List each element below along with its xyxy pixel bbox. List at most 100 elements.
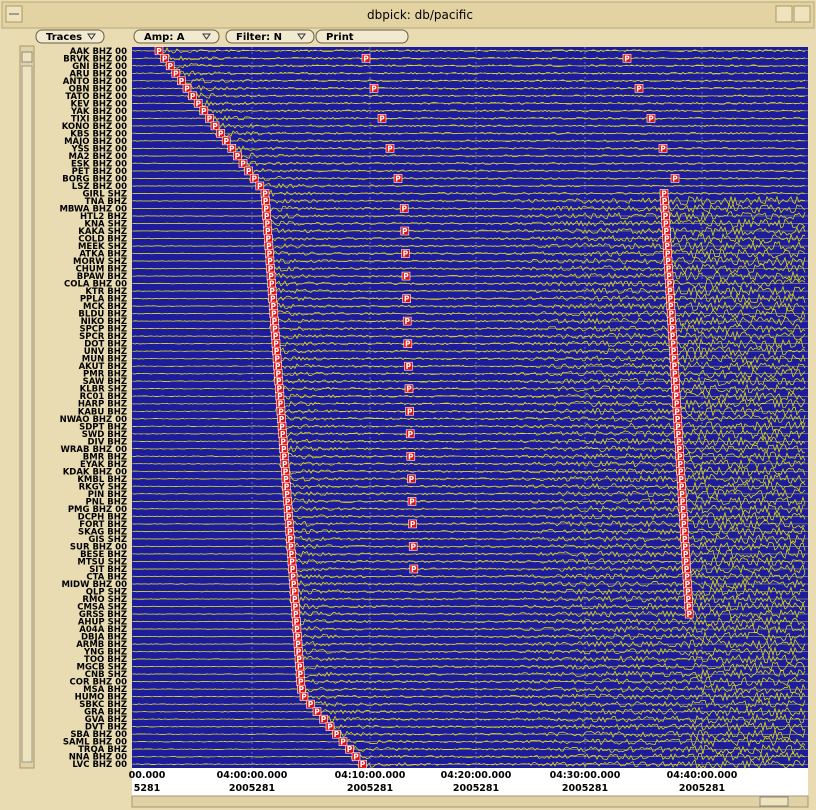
pick-marker[interactable] (188, 91, 197, 101)
pick-marker[interactable] (401, 271, 411, 281)
pick-marker[interactable] (408, 542, 418, 551)
pick-marker[interactable] (332, 729, 341, 739)
station-label: OBN BHZ 00 (69, 84, 127, 94)
pick-marker[interactable] (405, 406, 414, 416)
pick-marker[interactable] (351, 752, 361, 762)
pick-marker[interactable] (385, 144, 395, 153)
pick-marker[interactable] (377, 114, 387, 123)
minimize-button[interactable] (775, 5, 793, 23)
pick-marker[interactable] (299, 692, 309, 701)
pick-marker[interactable] (238, 159, 248, 168)
pick-label: P (268, 272, 274, 281)
scroll-thumb[interactable] (21, 65, 33, 763)
pick-label: P (212, 122, 218, 131)
pick-marker[interactable] (165, 61, 175, 71)
station-label: KABU BHZ (78, 407, 127, 417)
pick-marker[interactable] (369, 84, 379, 93)
pick-label: P (270, 295, 276, 304)
pick-marker[interactable] (409, 564, 419, 574)
pick-label: P (371, 84, 377, 93)
toolbar-button[interactable] (315, 29, 409, 44)
pick-marker[interactable] (177, 76, 186, 86)
pick-marker[interactable] (210, 121, 220, 131)
pick-label: P (294, 618, 300, 627)
pick-marker[interactable] (402, 294, 411, 303)
pick-marker[interactable] (401, 249, 410, 258)
station-label: GIRL SHZ (83, 189, 127, 199)
scroll-arrows[interactable] (759, 796, 789, 807)
pick-marker[interactable] (400, 226, 410, 236)
pick-label: P (290, 572, 296, 581)
pick-label: P (275, 362, 281, 371)
pick-marker[interactable] (622, 53, 632, 63)
pick-marker[interactable] (249, 174, 259, 183)
pick-marker[interactable] (345, 744, 354, 754)
toolbar-button[interactable] (225, 29, 315, 44)
toolbar-button[interactable] (133, 29, 220, 44)
pick-marker[interactable] (306, 699, 315, 709)
pick-marker[interactable] (670, 174, 680, 183)
pick-label: P (681, 512, 687, 521)
date-label: 5281 (134, 783, 160, 794)
pick-marker[interactable] (182, 84, 192, 93)
pick-marker[interactable] (404, 384, 414, 394)
pick-marker[interactable] (358, 759, 367, 769)
station-label: PMG BHZ 00 (68, 505, 127, 515)
pick-label: P (288, 535, 294, 544)
pick-marker[interactable] (658, 144, 668, 153)
pick-label: P (278, 407, 284, 416)
pick-marker[interactable] (244, 166, 253, 176)
pick-marker[interactable] (403, 339, 413, 348)
pick-marker[interactable] (171, 68, 181, 78)
pick-marker[interactable] (338, 737, 348, 747)
station-label: SDPT BHZ (79, 422, 127, 432)
pick-marker[interactable] (405, 429, 415, 439)
horizontal-scrollbar[interactable] (131, 795, 809, 808)
pick-marker[interactable] (255, 181, 265, 191)
pick-label: P (264, 212, 270, 221)
pick-marker[interactable] (221, 136, 231, 146)
waveform (132, 84, 806, 93)
pick-marker[interactable] (233, 151, 242, 161)
toolbar-button[interactable] (35, 29, 105, 44)
pick-label: P (285, 505, 291, 514)
pick-marker[interactable] (684, 609, 694, 619)
pick-marker[interactable] (399, 204, 409, 213)
pick-label: P (661, 189, 667, 198)
pick-label: P (262, 189, 268, 198)
pick-label: P (271, 302, 277, 311)
scroll-up[interactable] (21, 51, 33, 63)
pick-marker[interactable] (216, 129, 225, 138)
pick-label: P (268, 265, 274, 274)
pick-marker[interactable] (393, 174, 403, 183)
pick-marker[interactable] (402, 316, 412, 326)
pick-marker[interactable] (193, 99, 203, 108)
pick-marker[interactable] (227, 144, 237, 153)
station-label: KEV BHZ 00 (71, 99, 128, 109)
pick-label: P (363, 54, 369, 63)
pick-marker[interactable] (361, 53, 371, 63)
pick-label: P (406, 362, 412, 371)
time-label: 04:20:00.000 (441, 770, 512, 781)
pick-label: P (265, 227, 271, 236)
pick-marker[interactable] (312, 707, 322, 716)
pick-marker[interactable] (646, 114, 656, 123)
pick-marker[interactable] (319, 714, 328, 724)
pick-label: P (404, 295, 410, 304)
pick-marker[interactable] (199, 106, 209, 116)
pick-marker[interactable] (406, 452, 416, 461)
pick-label: P (321, 715, 327, 724)
pick-marker[interactable] (407, 497, 417, 506)
pick-marker[interactable] (407, 474, 416, 484)
pick-marker[interactable] (160, 53, 169, 63)
maximize-button[interactable] (793, 5, 811, 23)
pick-marker[interactable] (154, 46, 164, 56)
pick-marker[interactable] (634, 84, 644, 93)
pick-marker[interactable] (205, 114, 214, 123)
pick-label: P (680, 505, 686, 514)
pick-label: P (406, 385, 412, 394)
pick-marker[interactable] (404, 361, 413, 371)
pick-marker[interactable] (408, 519, 417, 529)
pick-marker[interactable] (325, 722, 335, 731)
